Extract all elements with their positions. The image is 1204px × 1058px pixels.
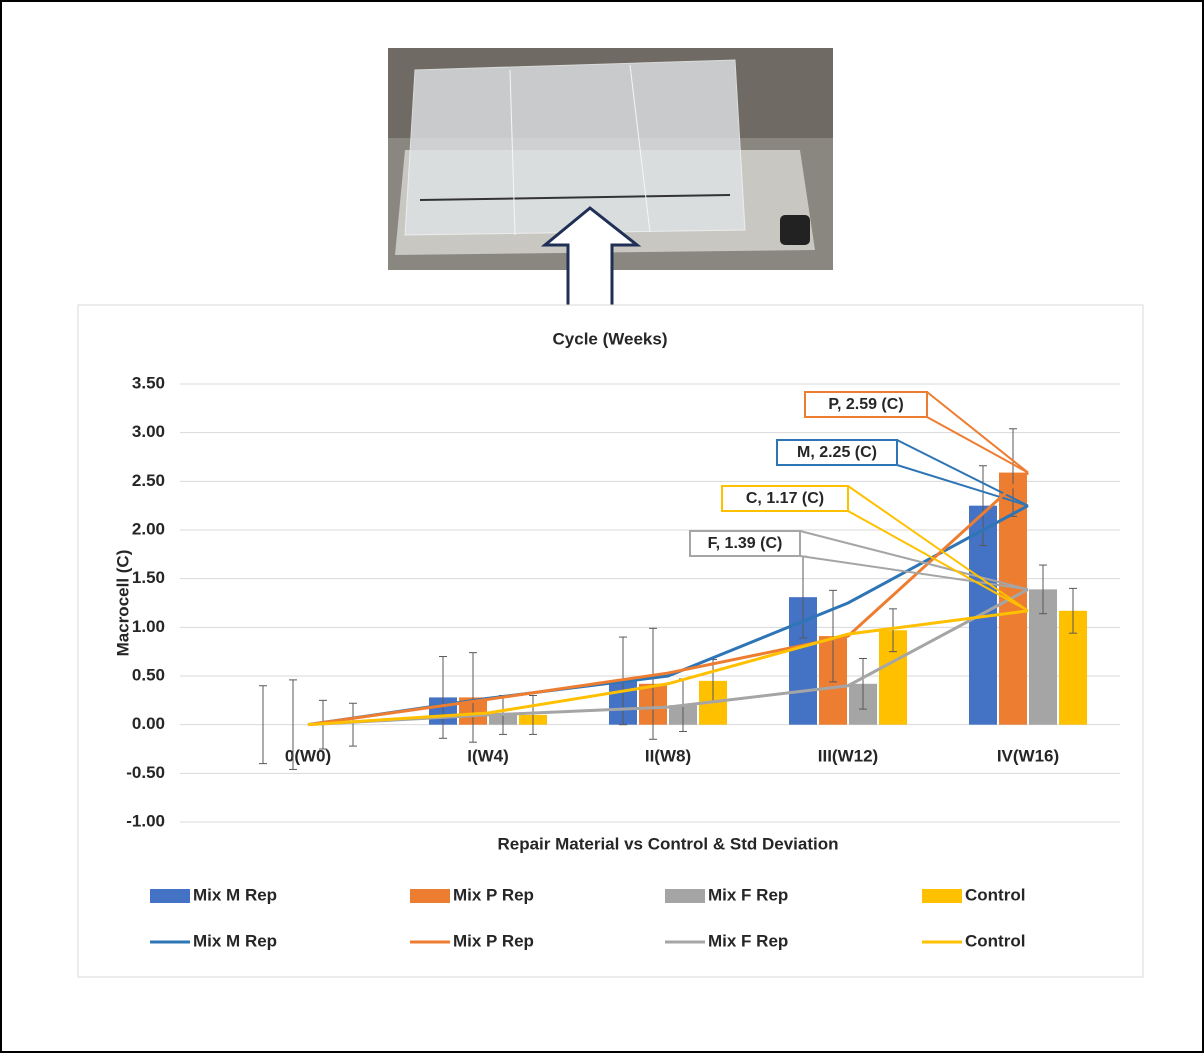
chart-title: Cycle (Weeks) <box>553 329 668 348</box>
y-tick-label: 0.00 <box>132 714 165 733</box>
y-tick-label: -0.50 <box>126 763 165 782</box>
x-tick-label: I(W4) <box>467 746 509 765</box>
data-label: P, 2.59 (C) <box>828 396 903 413</box>
y-tick-label: 3.50 <box>132 373 165 392</box>
legend-swatch <box>150 889 190 903</box>
legend-swatch <box>922 889 962 903</box>
data-label: C, 1.17 (C) <box>746 490 824 507</box>
page: Cycle (Weeks) Repair Material vs Control… <box>0 0 1204 1053</box>
legend-label: Control <box>965 931 1025 950</box>
x-axis-title: Repair Material vs Control & Std Deviati… <box>497 834 838 853</box>
y-tick-label: 2.50 <box>132 471 165 490</box>
legend-label: Mix M Rep <box>193 931 277 950</box>
legend-swatch <box>410 889 450 903</box>
y-tick-label: 1.00 <box>132 617 165 636</box>
data-label: M, 2.25 (C) <box>797 444 877 461</box>
y-tick-label: 3.00 <box>132 422 165 441</box>
legend-swatch <box>665 889 705 903</box>
legend-label: Mix F Rep <box>708 931 788 950</box>
legend-label: Mix M Rep <box>193 885 277 904</box>
y-tick-label: -1.00 <box>126 811 165 830</box>
data-label: F, 1.39 (C) <box>708 535 783 552</box>
y-tick-label: 2.00 <box>132 519 165 538</box>
y-axis-title: Macrocell (C) <box>113 550 132 657</box>
y-tick-label: 1.50 <box>132 568 165 587</box>
legend-label: Control <box>965 885 1025 904</box>
x-tick-label: III(W12) <box>818 746 878 765</box>
legend-label: Mix F Rep <box>708 885 788 904</box>
x-tick-label: II(W8) <box>645 746 691 765</box>
x-tick-label: IV(W16) <box>997 746 1059 765</box>
legend-label: Mix P Rep <box>453 885 534 904</box>
legend-label: Mix P Rep <box>453 931 534 950</box>
y-tick-label: 0.50 <box>132 665 165 684</box>
